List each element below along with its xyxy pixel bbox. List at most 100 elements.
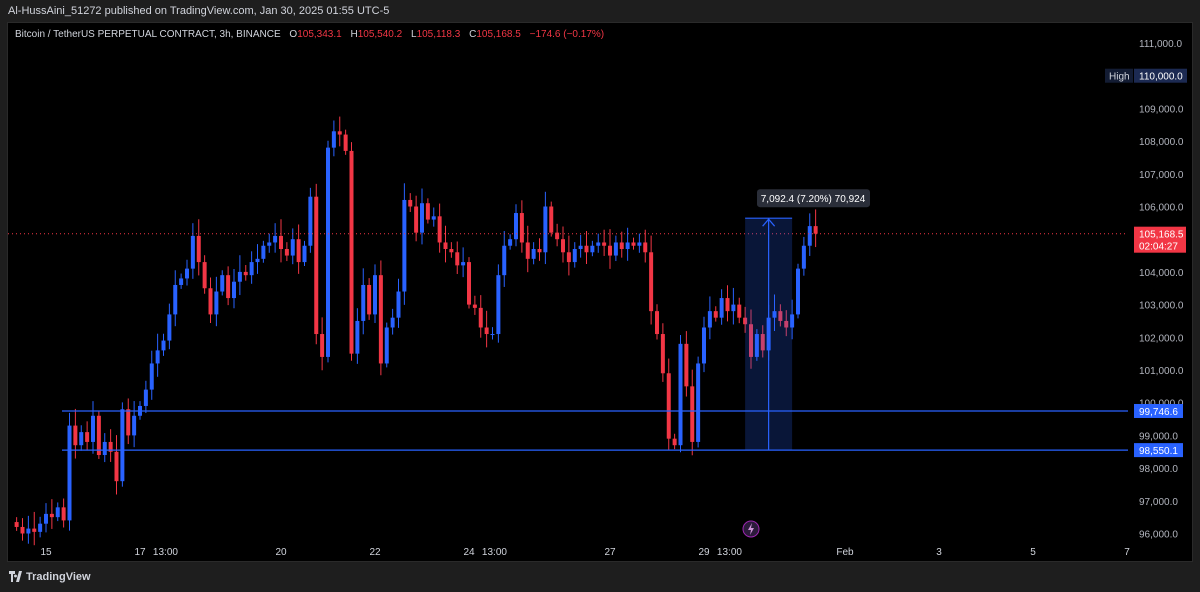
support-level-badge <box>1134 403 1183 418</box>
candle-body <box>613 242 618 256</box>
price-tick-label: 107,000.0 <box>1139 170 1184 181</box>
candle-body <box>367 284 372 315</box>
candle-body <box>126 409 131 436</box>
candle-body <box>549 206 554 233</box>
candle-body <box>455 252 460 266</box>
candle-body <box>343 134 348 151</box>
candle-body <box>619 242 624 250</box>
time-tick-label: 27 <box>604 547 616 558</box>
price-tick-label: 109,000.0 <box>1139 104 1184 115</box>
symbol-title[interactable]: Bitcoin / TetherUS PERPETUAL CONTRACT, 3… <box>15 29 281 40</box>
candle-body <box>326 147 330 357</box>
candle-body <box>702 327 706 364</box>
candle-body <box>531 249 536 259</box>
tradingview-logo-icon <box>9 571 22 582</box>
candle-body <box>67 425 72 521</box>
countdown-label: 02:04:27 <box>1139 242 1178 253</box>
candle-body <box>543 206 548 253</box>
candle-body <box>660 334 665 374</box>
candle-body <box>649 252 654 312</box>
candle-body <box>666 373 671 439</box>
candle-body <box>502 245 507 276</box>
candle-body <box>443 242 448 250</box>
time-tick-label: 5 <box>1030 547 1036 558</box>
candle-body <box>678 343 683 446</box>
candle-body <box>778 311 783 321</box>
candle-body <box>249 262 254 276</box>
candle-body <box>220 275 225 292</box>
support-level-label: 98,550.1 <box>1139 446 1178 457</box>
candle-body <box>508 239 513 246</box>
high-badge-value-bg <box>1134 68 1187 83</box>
candle-body <box>284 249 289 256</box>
candle-body <box>578 245 583 250</box>
candle-body <box>737 304 742 318</box>
candle-body <box>596 242 601 246</box>
candles-layer <box>14 116 818 546</box>
candle-body <box>279 235 283 250</box>
candle-body <box>784 320 789 328</box>
candle-body <box>32 528 37 532</box>
candle-body <box>696 363 701 442</box>
support-level-label: 99,746.6 <box>1139 407 1178 418</box>
time-tick-label: 15 <box>40 547 52 558</box>
candle-body <box>490 334 495 336</box>
candle-body <box>690 386 695 442</box>
candle-body <box>179 278 184 285</box>
price-tick-label: 98,000.0 <box>1139 464 1178 475</box>
time-tick-label: 13:00 <box>153 547 178 558</box>
candle-body <box>232 281 236 299</box>
low-value: 105,118.3 <box>416 29 461 40</box>
candle-body <box>308 196 313 246</box>
price-tick-label: 104,000.0 <box>1139 268 1184 279</box>
price-tick-label: 108,000.0 <box>1139 137 1184 148</box>
change-value: −174.6 (−0.17%) <box>529 29 605 40</box>
candle-body <box>79 432 84 446</box>
high-badge-value: 110,000.0 <box>1139 72 1183 83</box>
candle-body <box>760 334 765 351</box>
candle-body <box>390 317 395 328</box>
candle-body <box>396 291 401 318</box>
candle-body <box>108 441 113 452</box>
candle-body <box>537 249 542 253</box>
candle-body <box>608 245 612 256</box>
candle-body <box>472 304 477 308</box>
candle-body <box>796 268 800 315</box>
price-axis: 111,000.0 110,000.0 109,000.0 108,000.0 107,… <box>1105 39 1187 541</box>
candle-body <box>302 245 307 263</box>
candle-body <box>743 317 748 325</box>
candle-body <box>331 131 336 148</box>
candle-body <box>296 239 301 263</box>
candle-body <box>373 275 377 315</box>
open-value: 105,343.1 <box>297 29 342 40</box>
low-label: L <box>411 29 417 40</box>
time-tick-label: 7 <box>1124 547 1130 558</box>
time-tick-label: 24 <box>463 547 475 558</box>
time-tick-label: 17 <box>134 547 146 558</box>
support-level-badge <box>1134 443 1183 458</box>
overlays-layer: 7,092.4 (7.20%) 70,924 <box>8 189 1128 538</box>
candle-body <box>713 311 718 318</box>
symbol-legend: Bitcoin / TetherUS PERPETUAL CONTRACT, 3… <box>15 29 604 40</box>
candle-body <box>173 284 178 315</box>
candle-body <box>38 523 43 532</box>
candle-body <box>754 334 759 357</box>
footer-brand[interactable]: TradingView <box>26 571 91 583</box>
candle-body <box>731 304 736 312</box>
time-axis: 15 17 13:00 20 22 24 13:00 27 29 13:00 Feb 3 5 7 <box>40 547 1130 558</box>
candle-body <box>349 150 354 354</box>
candle-body <box>44 513 48 524</box>
candle-body <box>414 206 419 233</box>
candle-body <box>26 528 31 534</box>
candle-body <box>790 314 795 328</box>
footer: TradingView <box>0 562 1200 592</box>
candle-body <box>314 196 319 335</box>
candle-body <box>378 275 383 364</box>
price-tick-label: 96,000.0 <box>1139 530 1178 541</box>
candle-body <box>355 320 360 354</box>
candle-body <box>707 311 712 328</box>
candle-body <box>161 340 166 351</box>
candle-body <box>243 271 248 276</box>
candle-body <box>149 363 154 390</box>
